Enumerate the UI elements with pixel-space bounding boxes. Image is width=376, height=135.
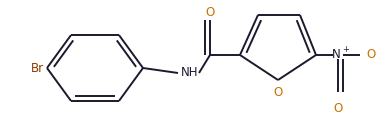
Text: NH: NH <box>181 67 199 80</box>
Text: +: + <box>342 45 349 53</box>
Text: Br: Br <box>31 62 44 75</box>
Text: O: O <box>205 6 215 18</box>
Text: N: N <box>332 48 340 62</box>
Text: O: O <box>334 102 343 115</box>
Text: O: O <box>273 86 283 99</box>
Text: O: O <box>366 48 375 62</box>
